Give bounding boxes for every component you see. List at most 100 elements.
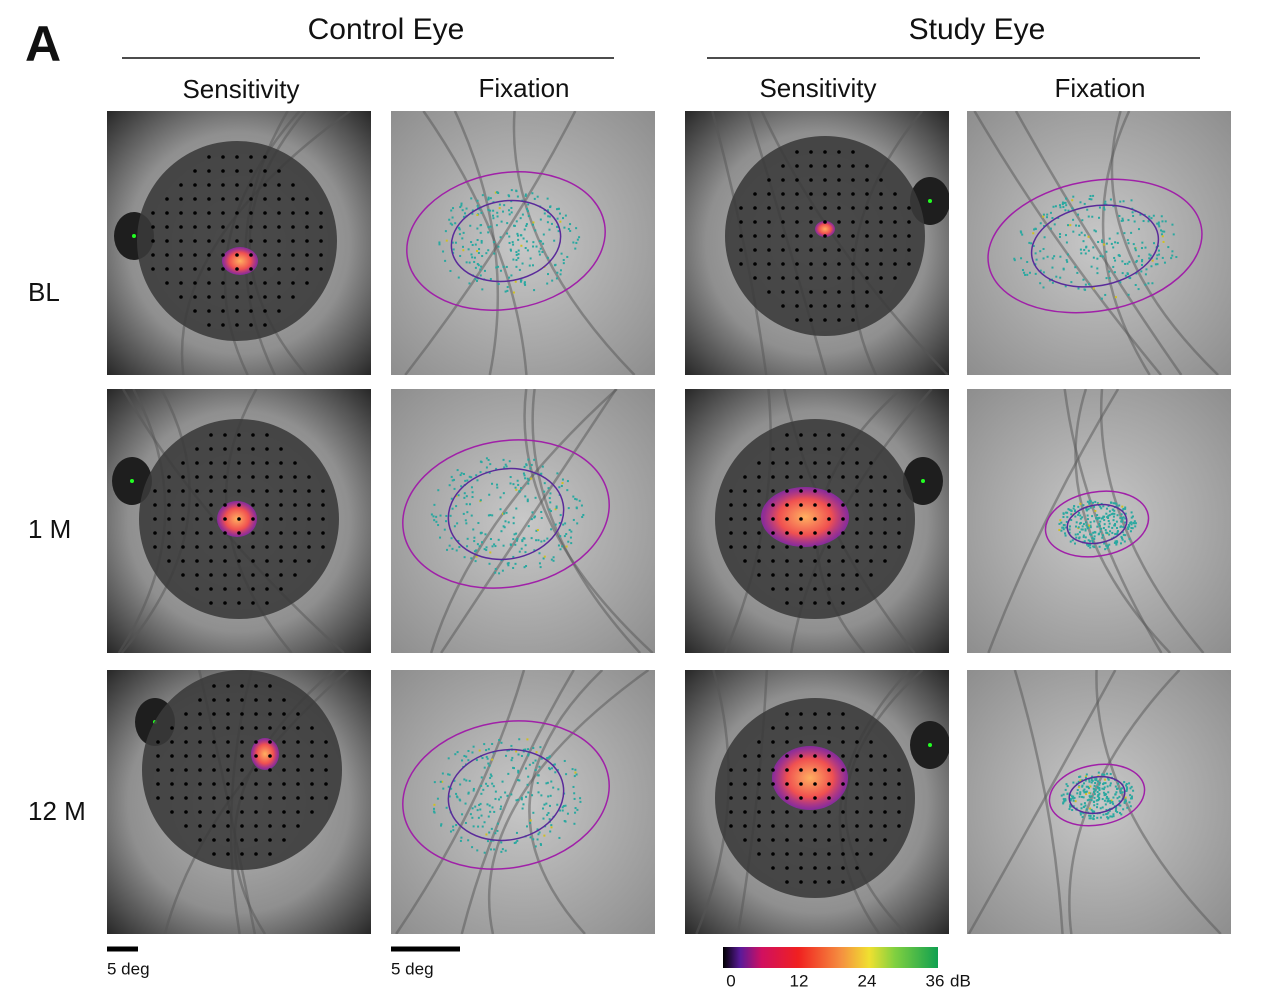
fixation-sample [1111, 512, 1114, 515]
stimulus-point [865, 234, 869, 238]
fixation-sample [443, 528, 446, 531]
fixation-sample [471, 495, 474, 498]
fixation-sample [437, 524, 440, 527]
fixation-sample [1065, 526, 1068, 529]
stimulus-point [729, 531, 733, 535]
fixation-sample [560, 484, 563, 487]
stimulus-point [207, 309, 211, 313]
stimulus-point [319, 225, 323, 229]
fixation-sample [471, 846, 474, 849]
stimulus-point [235, 183, 239, 187]
fixation-sample [526, 249, 529, 252]
fixation-sample [487, 226, 490, 229]
fixation-sample [1101, 239, 1104, 242]
stimulus-point [813, 740, 817, 744]
fixation-sample [542, 807, 545, 810]
fixation-sample [519, 280, 522, 283]
fixation-sample [1123, 801, 1126, 804]
stimulus-point [855, 852, 859, 856]
stimulus-point [865, 192, 869, 196]
stimulus-point [753, 220, 757, 224]
stimulus-point [785, 461, 789, 465]
fixation-sample [1090, 781, 1093, 784]
fixation-sample [1093, 810, 1096, 813]
fixation-sample [1122, 200, 1125, 203]
stimulus-point [771, 810, 775, 814]
stimulus-point [170, 726, 174, 730]
stimulus-point [209, 517, 213, 521]
stimulus-point [268, 796, 272, 800]
fixation-sample [471, 807, 474, 810]
fixation-sample [512, 243, 515, 246]
fixation-sample [1083, 782, 1086, 785]
stimulus-point [743, 531, 747, 535]
fixation-sample [1069, 540, 1072, 543]
fixation-sample [550, 222, 553, 225]
stimulus-point [823, 164, 827, 168]
stimulus-point [855, 503, 859, 507]
fixation-sample [521, 213, 524, 216]
stimulus-point [799, 866, 803, 870]
fixation-sample [1124, 517, 1127, 520]
stimulus-point [837, 164, 841, 168]
stimulus-point [851, 262, 855, 266]
fixation-sample [559, 273, 562, 276]
fixation-sample [515, 253, 518, 256]
column-title: Fixation [478, 73, 569, 103]
stimulus-point [813, 559, 817, 563]
fixation-sample [466, 537, 469, 540]
stimulus-point [851, 276, 855, 280]
fixation-sample [582, 513, 585, 516]
fixation-sample [472, 787, 475, 790]
fixation-sample [559, 220, 562, 223]
colorbar-tick-label: 24 [858, 971, 877, 990]
stimulus-point [165, 225, 169, 229]
stimulus-point [254, 810, 258, 814]
fixation-sample [546, 781, 549, 784]
fixation-sample [531, 794, 534, 797]
stimulus-point [296, 796, 300, 800]
fixation-sample [538, 831, 541, 834]
stimulus-point [771, 503, 775, 507]
fixation-sample [1107, 525, 1110, 528]
stimulus-point [757, 754, 761, 758]
group-title: Control Eye [308, 13, 465, 46]
retina-image [391, 670, 655, 934]
stimulus-point [771, 517, 775, 521]
stimulus-point [268, 754, 272, 758]
stimulus-point [785, 559, 789, 563]
fixation-sample [540, 240, 543, 243]
stimulus-point [743, 475, 747, 479]
fixation-sample [1096, 267, 1099, 270]
fixation-sample [1078, 224, 1081, 227]
fixation-sample [549, 205, 552, 208]
fixation-sample [1081, 516, 1084, 519]
fixation-sample [534, 515, 537, 518]
fixation-sample [1089, 792, 1092, 795]
fixation-sample [1082, 535, 1085, 538]
fixation-sample [452, 829, 455, 832]
fixation-sample [508, 235, 511, 238]
fixation-sample [1084, 528, 1087, 531]
fixation-sample [1160, 215, 1163, 218]
fixation-sample [1129, 805, 1132, 808]
stimulus-point [195, 475, 199, 479]
fixation-sample [488, 562, 491, 565]
stimulus-point [743, 824, 747, 828]
fixation-sample [1069, 804, 1072, 807]
stimulus-point [757, 852, 761, 856]
fixation-sample [448, 484, 451, 487]
fixation-sample [517, 253, 520, 256]
fixation-sample [1083, 540, 1086, 543]
stimulus-point [212, 754, 216, 758]
fixation-sample [549, 830, 552, 833]
fixation-sample [538, 253, 541, 256]
fixation-sample [562, 805, 565, 808]
stimulus-point [221, 225, 225, 229]
stimulus-point [739, 220, 743, 224]
fixation-sample [553, 239, 556, 242]
stimulus-point [221, 197, 225, 201]
stimulus-point [181, 489, 185, 493]
fixation-sample [449, 514, 452, 517]
fixation-sample [505, 511, 508, 514]
